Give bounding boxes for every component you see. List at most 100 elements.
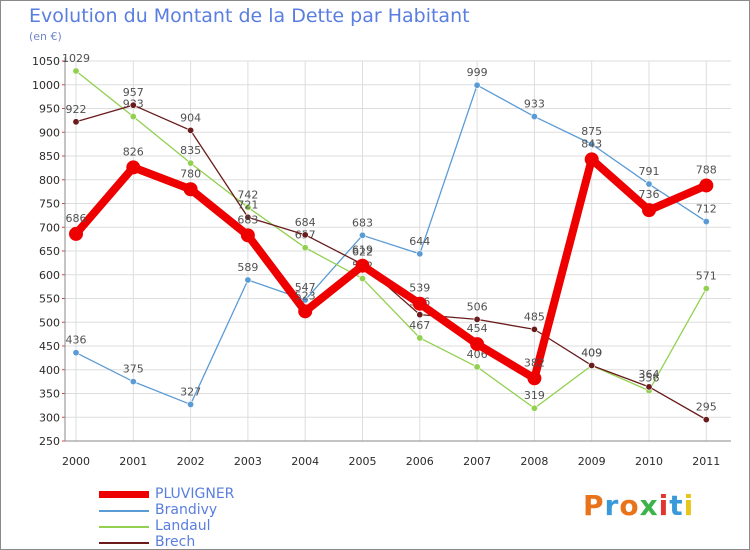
y-tick-label: 450: [39, 340, 60, 353]
y-tick-label: 550: [39, 293, 60, 306]
legend-label: PLUVIGNER: [155, 486, 235, 502]
x-tick-label: 2011: [692, 455, 720, 468]
x-tick-label: 2008: [520, 455, 548, 468]
data-point: [301, 244, 309, 252]
legend-item-brandivy[interactable]: Brandivy: [99, 502, 399, 519]
x-tick-label: 2000: [62, 455, 90, 468]
y-tick-label: 350: [39, 388, 60, 401]
y-tick-label: 800: [39, 174, 60, 187]
data-label: 683: [352, 216, 373, 229]
series-line-brandivy: [75, 84, 707, 406]
data-label: 791: [639, 165, 660, 178]
data-label: 1029: [62, 52, 90, 65]
y-tick-label: 500: [39, 316, 60, 329]
x-tick-label: 2002: [177, 455, 205, 468]
data-point: [355, 258, 370, 273]
data-point: [244, 276, 252, 284]
data-point: [702, 218, 710, 226]
x-tick-label: 2006: [406, 455, 434, 468]
data-label: 957: [123, 86, 144, 99]
data-label: 622: [352, 245, 373, 258]
data-point: [187, 126, 195, 134]
y-tick-label: 400: [39, 364, 60, 377]
data-point: [72, 67, 80, 75]
y-tick-label: 250: [39, 435, 60, 448]
data-label: 904: [180, 111, 201, 124]
data-point: [72, 349, 80, 357]
data-label: 933: [524, 98, 545, 111]
logo-letter: t: [669, 489, 684, 522]
data-label: 327: [180, 385, 201, 398]
data-point: [530, 325, 538, 333]
data-point: [645, 180, 653, 188]
legend-label: Landaul: [155, 518, 211, 534]
data-label: 523: [295, 289, 316, 302]
chart-unit-label: (en €): [29, 30, 62, 43]
legend-item-landaul[interactable]: Landaul: [99, 518, 399, 535]
data-point: [416, 250, 424, 258]
data-label: 356: [639, 372, 660, 385]
y-tick-label: 1000: [32, 79, 60, 92]
legend-label: Brandivy: [155, 502, 218, 518]
data-label: 721: [237, 198, 258, 211]
data-point: [416, 334, 424, 342]
data-point: [244, 203, 252, 211]
x-tick-label: 2009: [578, 455, 606, 468]
y-tick-label: 650: [39, 245, 60, 258]
data-point: [702, 416, 710, 424]
data-point: [584, 152, 599, 167]
data-label: 539: [409, 282, 430, 295]
data-point: [473, 315, 481, 323]
data-point: [527, 371, 542, 386]
logo-letter: i: [683, 489, 695, 522]
data-point: [416, 311, 424, 319]
x-tick-label: 2007: [463, 455, 491, 468]
y-tick-label: 850: [39, 150, 60, 163]
y-tick-label: 950: [39, 103, 60, 116]
data-label: 712: [696, 203, 717, 216]
data-label: 409: [581, 346, 602, 359]
proxiti-logo: Proxiti: [583, 489, 694, 522]
y-tick-label: 700: [39, 221, 60, 234]
data-point: [588, 140, 596, 148]
data-label: 467: [409, 319, 430, 332]
data-label: 742: [237, 188, 258, 201]
data-point: [642, 203, 656, 218]
legend-item-brech[interactable]: Brech: [99, 534, 399, 549]
data-label: 547: [295, 281, 316, 294]
data-point: [530, 404, 538, 412]
data-label: 485: [524, 310, 545, 323]
x-tick-label: 2004: [291, 455, 319, 468]
data-point: [301, 231, 309, 239]
data-label: 922: [66, 103, 87, 116]
data-label: 875: [581, 125, 602, 138]
chart-title: Evolution du Montant de la Dette par Hab…: [29, 5, 470, 27]
data-label: 619: [352, 244, 373, 257]
data-point: [588, 361, 596, 369]
data-point: [129, 101, 137, 109]
series-line-brech: [75, 104, 707, 421]
data-point: [473, 81, 481, 89]
legend-item-pluvigner[interactable]: PLUVIGNER: [99, 486, 399, 503]
data-point: [187, 159, 195, 167]
data-point: [240, 228, 255, 243]
data-label: 375: [123, 363, 144, 376]
data-point: [699, 178, 714, 193]
data-point: [72, 118, 80, 126]
data-label: 780: [180, 167, 201, 180]
data-point: [702, 285, 710, 293]
data-point: [183, 182, 198, 197]
legend-swatch: [99, 510, 149, 512]
data-point: [530, 113, 538, 121]
logo-letter: r: [604, 489, 620, 522]
data-label: 843: [581, 137, 602, 150]
data-label: 686: [66, 212, 87, 225]
data-point: [412, 296, 427, 311]
data-point: [473, 363, 481, 371]
data-label: 788: [696, 163, 717, 176]
data-label: 382: [524, 356, 545, 369]
data-point: [358, 275, 366, 283]
data-point: [187, 400, 195, 408]
